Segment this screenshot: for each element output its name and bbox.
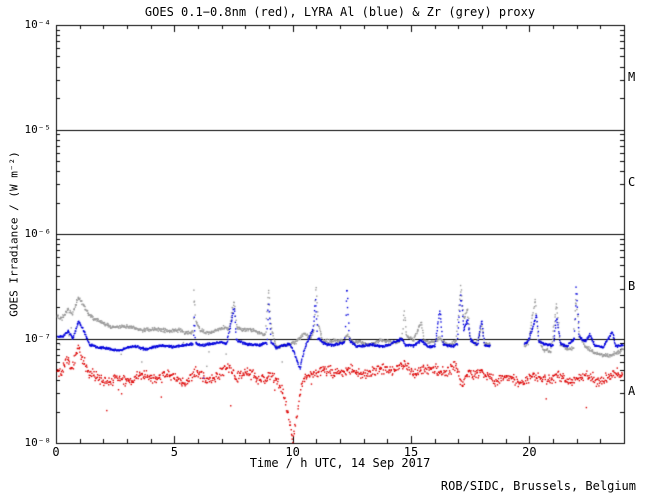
x-tick-label: 15 [403,445,419,459]
flare-class-label: B [628,279,636,294]
flare-class-label: A [628,383,636,398]
flare-class-label: C [628,174,636,189]
flare-class-label: M [628,70,636,85]
y-tick-label: 10⁻⁶ [24,227,52,240]
chart-title: GOES 0.1−0.8nm (red), LYRA Al (blue) & Z… [144,5,536,19]
y-tick-label: 10⁻⁷ [24,331,52,345]
x-tick-label: 20 [522,445,537,459]
x-tick-label: 5 [170,445,178,459]
x-tick-label: 0 [52,445,60,459]
y-tick-label: 10⁻⁵ [24,122,52,136]
x-tick-label: 10 [285,445,300,459]
y-tick-label: 10⁻⁸ [24,436,52,449]
credit-footer: ROB/SIDC, Brussels, Belgium [440,479,636,493]
y-tick-label: 10⁻⁴ [24,18,52,31]
x-axis-label: Time / h UTC, 14 Sep 2017 [249,456,431,470]
